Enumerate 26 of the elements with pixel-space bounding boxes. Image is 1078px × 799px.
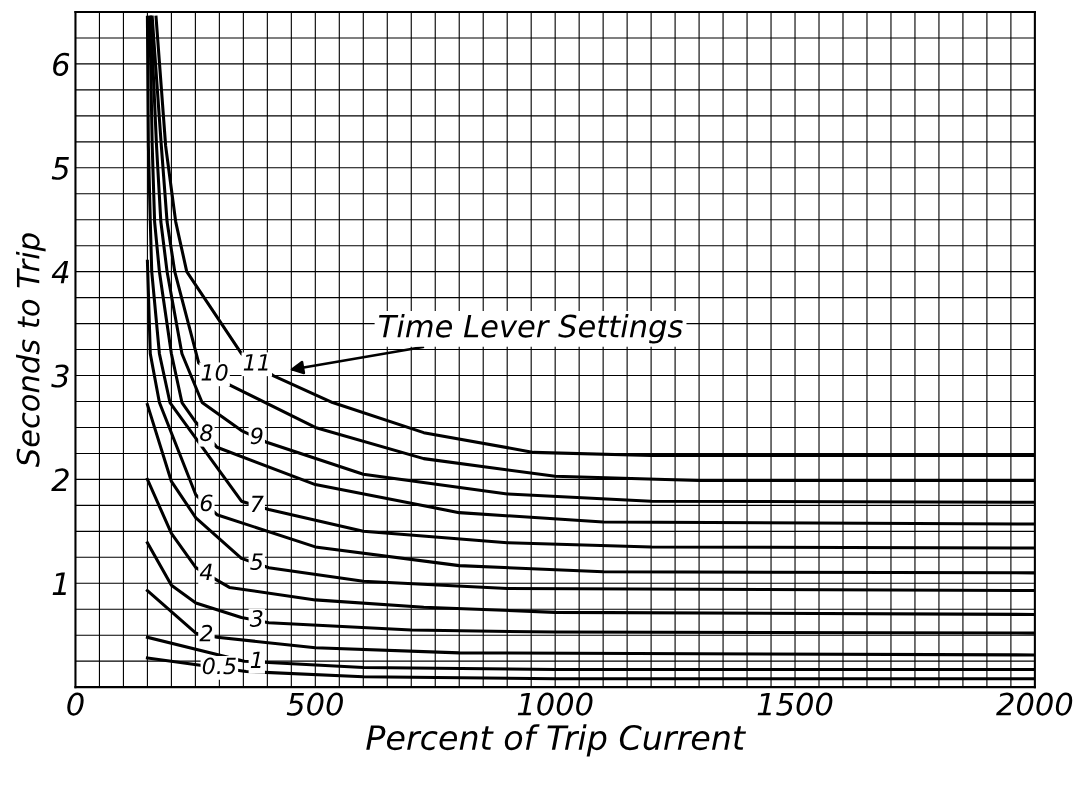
legend-label: 11 (243, 354, 268, 371)
series-label: 8 (200, 424, 213, 442)
x-tick-label: 1000 (517, 692, 593, 716)
y-tick-label: 4 (51, 260, 69, 284)
y-axis-title: Seconds to Trip (16, 233, 46, 467)
y-tick-label: 6 (53, 52, 70, 76)
series-label: 4 (199, 563, 212, 581)
y-tick-label: 1 (52, 572, 66, 595)
series-label: 5 (250, 553, 263, 571)
y-tick-label: 2 (51, 468, 69, 492)
series-label: 10 (201, 363, 228, 381)
series-label: 1 (250, 651, 261, 668)
annotation: Time Lever Settings (378, 314, 683, 344)
series-label: 3 (249, 610, 263, 627)
x-tick-label: 500 (286, 692, 343, 716)
x-tick-label: 2000 (996, 692, 1073, 716)
series-label: 2 (199, 624, 213, 642)
x-tick-label: 0 (67, 692, 84, 716)
series-label: 7 (251, 495, 264, 513)
series-label: 9 (250, 427, 263, 445)
x-tick-label: 1500 (757, 692, 833, 716)
y-tick-label: 3 (51, 364, 69, 388)
x-axis-title: Percent of Trip Current (366, 724, 747, 757)
y-tick-label: 5 (51, 157, 69, 180)
series-label: 6 (200, 494, 213, 512)
series-label: 0.5 (202, 657, 236, 675)
